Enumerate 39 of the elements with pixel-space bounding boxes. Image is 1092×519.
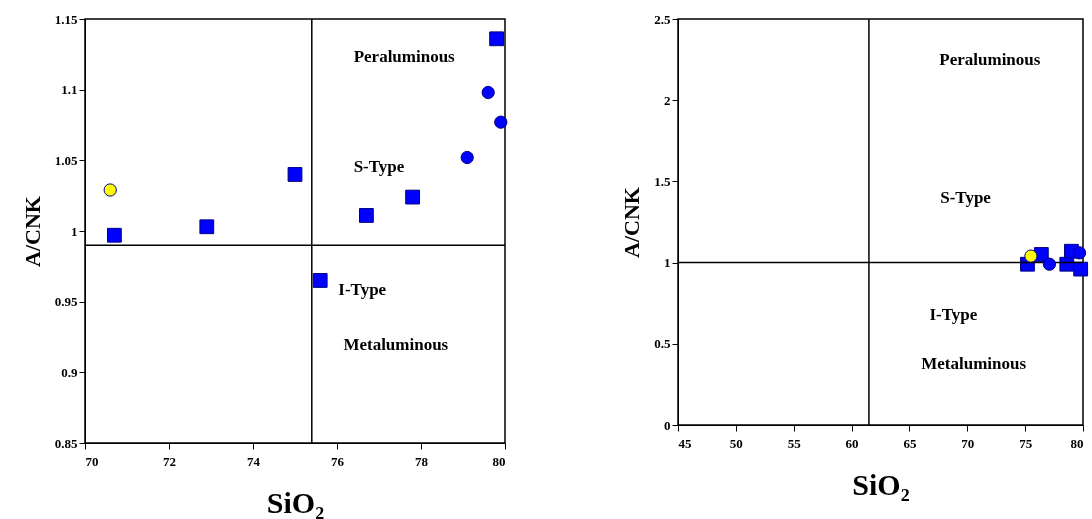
annotation: I-Type — [338, 280, 387, 300]
y-tick-label: 0.9 — [61, 364, 78, 380]
annotation: I-Type — [929, 305, 978, 325]
y-tick-label: 0 — [664, 417, 671, 433]
y-tick-label: 1.5 — [654, 173, 671, 189]
y-tick-label: 1 — [664, 255, 671, 271]
x-tick-label: 60 — [845, 435, 859, 451]
x-tick-label: 74 — [247, 453, 261, 469]
x-tick-label: 70 — [85, 453, 99, 469]
annotation: Metaluminous — [921, 354, 1027, 374]
y-tick-label: 0.85 — [54, 435, 78, 451]
annotation: Peraluminous — [353, 47, 456, 67]
x-tick-label: 80 — [1070, 435, 1084, 451]
annotation: Peraluminous — [939, 49, 1041, 69]
y-axis-title: A/CNK — [619, 187, 645, 258]
y-tick-label: 1.15 — [54, 11, 78, 27]
y-tick-label: 0.95 — [54, 294, 78, 310]
y-tick-label: 1.05 — [54, 152, 78, 168]
x-tick-label: 78 — [415, 453, 429, 469]
x-tick-label: 55 — [787, 435, 802, 451]
x-tick-label: 75 — [1019, 435, 1033, 451]
y-tick-label: 2 — [664, 92, 671, 108]
annotation: S-Type — [353, 157, 405, 177]
x-tick-label: 80 — [492, 453, 506, 469]
y-tick-label: 2.5 — [654, 11, 671, 27]
x-tick-label: 76 — [331, 453, 345, 469]
annotation: S-Type — [940, 187, 992, 207]
annotation: Metaluminous — [343, 335, 449, 355]
y-tick-label: 1.1 — [61, 82, 78, 98]
x-axis-title: SiO₂ — [852, 467, 910, 501]
x-tick-label: 70 — [961, 435, 975, 451]
y-tick-label: 0.5 — [654, 336, 671, 352]
y-axis-title: A/CNK — [19, 196, 45, 267]
x-axis-title: SiO₂ — [266, 485, 325, 519]
x-tick-label: 65 — [903, 435, 917, 451]
y-tick-label: 1 — [71, 223, 78, 239]
x-tick-label: 45 — [678, 435, 692, 451]
x-tick-label: 72 — [163, 453, 176, 469]
x-tick-label: 50 — [729, 435, 743, 451]
